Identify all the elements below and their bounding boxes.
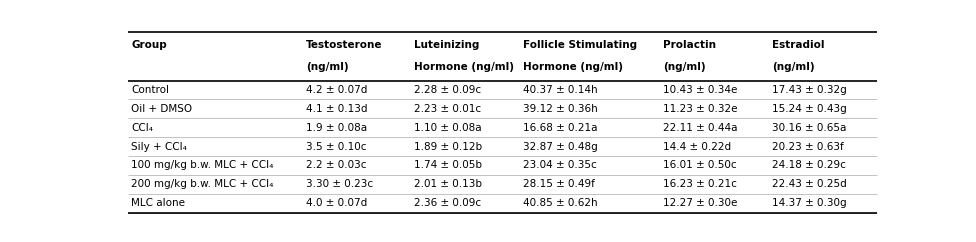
Text: Follicle Stimulating: Follicle Stimulating [522,40,636,51]
Text: 40.37 ± 0.14h: 40.37 ± 0.14h [522,85,597,95]
Text: (ng/ml): (ng/ml) [306,62,348,72]
Text: 22.11 ± 0.44a: 22.11 ± 0.44a [664,123,738,133]
Text: 11.23 ± 0.32e: 11.23 ± 0.32e [664,104,738,114]
Text: 200 mg/kg b.w. MLC + CCl₄: 200 mg/kg b.w. MLC + CCl₄ [131,179,273,189]
Text: (ng/ml): (ng/ml) [772,62,814,72]
Text: 1.74 ± 0.05b: 1.74 ± 0.05b [415,160,482,170]
Text: Sily + CCl₄: Sily + CCl₄ [131,142,187,151]
Text: 2.28 ± 0.09c: 2.28 ± 0.09c [415,85,481,95]
Text: 28.15 ± 0.49f: 28.15 ± 0.49f [522,179,594,189]
Text: 12.27 ± 0.30e: 12.27 ± 0.30e [664,198,738,208]
Text: 40.85 ± 0.62h: 40.85 ± 0.62h [522,198,597,208]
Text: 100 mg/kg b.w. MLC + CCl₄: 100 mg/kg b.w. MLC + CCl₄ [131,160,273,170]
Text: 23.04 ± 0.35c: 23.04 ± 0.35c [522,160,596,170]
Text: Hormone (ng/ml): Hormone (ng/ml) [522,62,623,72]
Text: 16.68 ± 0.21a: 16.68 ± 0.21a [522,123,597,133]
Text: CCl₄: CCl₄ [131,123,153,133]
Text: 2.36 ± 0.09c: 2.36 ± 0.09c [415,198,481,208]
Text: 30.16 ± 0.65a: 30.16 ± 0.65a [772,123,846,133]
Text: 3.30 ± 0.23c: 3.30 ± 0.23c [306,179,373,189]
Text: 1.89 ± 0.12b: 1.89 ± 0.12b [415,142,482,151]
Text: Control: Control [131,85,169,95]
Text: 17.43 ± 0.32g: 17.43 ± 0.32g [772,85,846,95]
Text: 4.2 ± 0.07d: 4.2 ± 0.07d [306,85,367,95]
Text: 2.23 ± 0.01c: 2.23 ± 0.01c [415,104,481,114]
Text: 3.5 ± 0.10c: 3.5 ± 0.10c [306,142,367,151]
Text: Oil + DMSO: Oil + DMSO [131,104,192,114]
Text: Hormone (ng/ml): Hormone (ng/ml) [415,62,514,72]
Text: 39.12 ± 0.36h: 39.12 ± 0.36h [522,104,597,114]
Text: 2.2 ± 0.03c: 2.2 ± 0.03c [306,160,367,170]
Text: 22.43 ± 0.25d: 22.43 ± 0.25d [772,179,846,189]
Text: 20.23 ± 0.63f: 20.23 ± 0.63f [772,142,843,151]
Text: 16.23 ± 0.21c: 16.23 ± 0.21c [664,179,737,189]
Text: 2.01 ± 0.13b: 2.01 ± 0.13b [415,179,482,189]
Text: 1.10 ± 0.08a: 1.10 ± 0.08a [415,123,482,133]
Text: MLC alone: MLC alone [131,198,185,208]
Text: Prolactin: Prolactin [664,40,716,51]
Text: 4.1 ± 0.13d: 4.1 ± 0.13d [306,104,368,114]
Text: Testosterone: Testosterone [306,40,383,51]
Text: 32.87 ± 0.48g: 32.87 ± 0.48g [522,142,597,151]
Text: Group: Group [131,40,167,51]
Text: 1.9 ± 0.08a: 1.9 ± 0.08a [306,123,367,133]
Text: Luteinizing: Luteinizing [415,40,480,51]
Text: (ng/ml): (ng/ml) [664,62,706,72]
Text: 4.0 ± 0.07d: 4.0 ± 0.07d [306,198,367,208]
Text: 15.24 ± 0.43g: 15.24 ± 0.43g [772,104,846,114]
Text: 14.37 ± 0.30g: 14.37 ± 0.30g [772,198,846,208]
Text: 24.18 ± 0.29c: 24.18 ± 0.29c [772,160,845,170]
Text: 16.01 ± 0.50c: 16.01 ± 0.50c [664,160,737,170]
Text: 14.4 ± 0.22d: 14.4 ± 0.22d [664,142,732,151]
Text: 10.43 ± 0.34e: 10.43 ± 0.34e [664,85,738,95]
Text: Estradiol: Estradiol [772,40,824,51]
